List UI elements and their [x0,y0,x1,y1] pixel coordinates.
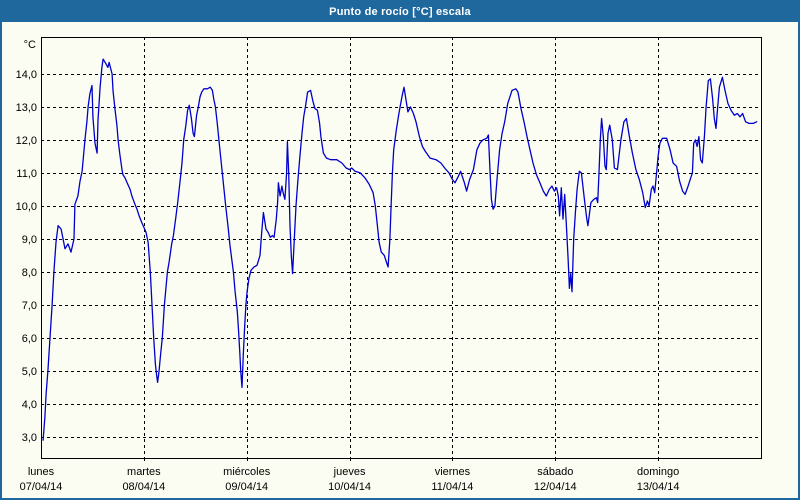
x-day-name-label: lunes [28,466,55,478]
y-tick-label: 4,0 [22,399,37,411]
x-day-date-label: 12/04/14 [534,481,577,493]
dew-point-series-line [42,58,758,441]
x-day-name-label: sábado [537,466,573,478]
x-day-date-label: 10/04/14 [328,481,371,493]
axis-labels: 14,0 13,0 12,0 11,0 10,0 9,0 8,0 7,0 6,0 5,0 4,0 3,… [16,39,680,493]
y-tick-label: 3,0 [22,432,37,444]
chart-title-bar: Punto de rocío [°C] escala [2,2,798,22]
y-tick-label: 9,0 [22,234,37,246]
y-tick-label: 10,0 [16,201,37,213]
x-day-date-label: 09/04/14 [225,481,268,493]
y-tick-label: 8,0 [22,267,37,279]
chart-title: Punto de rocío [°C] escala [329,6,471,18]
y-tick-label: 14,0 [16,69,37,81]
plot-frame [41,37,762,459]
dew-point-line-chart: 14,0 13,0 12,0 11,0 10,0 9,0 8,0 7,0 6,0 5,0 4,0 3,… [16,37,762,493]
y-tick-label: 7,0 [22,300,37,312]
y-tick-label: 12,0 [16,135,37,147]
x-day-date-label: 08/04/14 [122,481,165,493]
y-tick-label: 6,0 [22,333,37,345]
x-day-name-label: jueves [333,466,366,478]
x-day-date-label: 11/04/14 [431,481,473,493]
x-day-name-label: viernes [435,466,471,478]
x-day-date-label: 13/04/14 [637,481,680,493]
gridlines [41,37,761,464]
x-day-name-label: martes [127,466,161,478]
y-tick-label: 5,0 [22,366,37,378]
x-day-name-label: domingo [637,466,679,478]
y-tick-label: 13,0 [16,102,37,114]
chart-area: 14,0 13,0 12,0 11,0 10,0 9,0 8,0 7,0 6,0 5,0 4,0 3,… [2,22,798,498]
x-day-name-label: miércoles [223,466,271,478]
x-day-date-label: 07/04/14 [20,481,63,493]
y-axis-unit-label: °C [24,39,36,51]
y-tick-label: 11,0 [16,168,37,180]
